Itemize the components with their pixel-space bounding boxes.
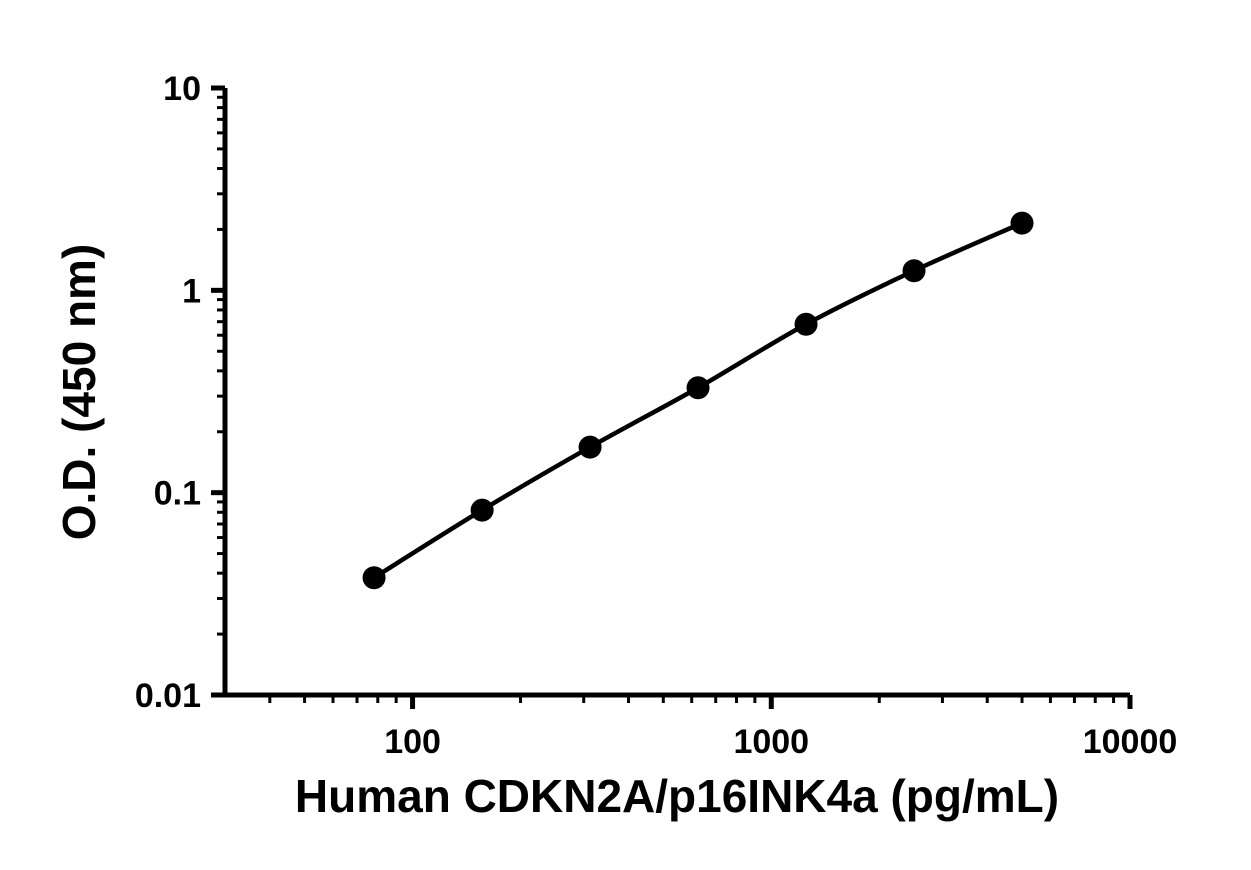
- data-point: [470, 498, 494, 522]
- curve-line: [371, 220, 1025, 580]
- x-tick-label: 100: [384, 723, 441, 761]
- y-tick-label: 0.1: [154, 475, 201, 513]
- y-tick-label: 0.01: [135, 677, 201, 715]
- axes-layer: 100 1000 10000 0.01 0.1 1 10: [135, 70, 1177, 761]
- x-tick-label: 1000: [733, 723, 809, 761]
- x-tick-label: 10000: [1083, 723, 1178, 761]
- y-axis-title: O.D. (450 nm): [53, 244, 105, 541]
- data-point: [578, 435, 602, 459]
- data-point: [902, 259, 926, 283]
- x-axis-title: Human CDKN2A/p16INK4a (pg/mL): [295, 770, 1059, 822]
- y-tick-label: 1: [182, 272, 201, 310]
- data-point: [794, 312, 818, 336]
- y-tick-label: 10: [163, 70, 201, 108]
- data-point: [362, 566, 386, 590]
- data-point: [1010, 211, 1034, 235]
- series-layer: [362, 211, 1034, 590]
- axis-frame: [222, 88, 1130, 698]
- data-point: [686, 376, 710, 400]
